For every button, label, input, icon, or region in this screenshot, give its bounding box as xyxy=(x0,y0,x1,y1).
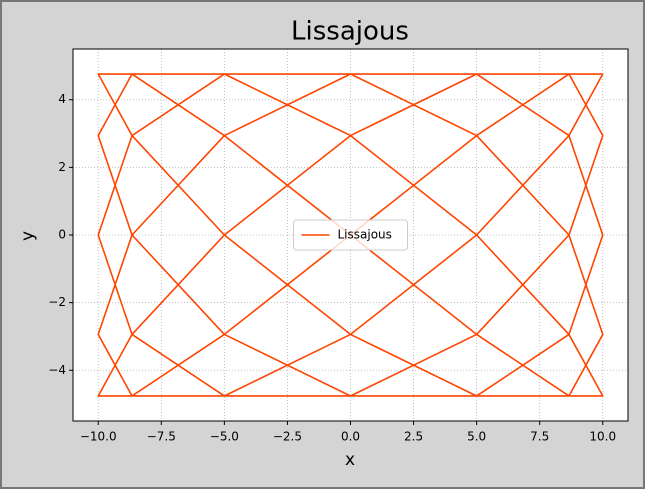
x-tick-label: 0.0 xyxy=(341,430,360,444)
legend: Lissajous xyxy=(293,219,408,251)
x-tick-label: 7.5 xyxy=(530,430,549,444)
x-tick-label: 5.0 xyxy=(467,430,486,444)
y-tick-label: −4 xyxy=(48,363,66,377)
x-tick-label: −2.5 xyxy=(273,430,302,444)
x-tick-label: 2.5 xyxy=(404,430,423,444)
chart-title: Lissajous xyxy=(291,17,409,47)
y-tick-label: −2 xyxy=(48,295,66,309)
legend-label: Lissajous xyxy=(338,228,392,242)
x-tick-label: −10.0 xyxy=(80,430,117,444)
y-tick-label: 4 xyxy=(58,92,66,106)
legend-box xyxy=(293,219,408,251)
x-tick-label: −7.5 xyxy=(147,430,176,444)
y-axis-label: y xyxy=(18,231,38,241)
x-tick-label: −5.0 xyxy=(210,430,239,444)
y-tick-label: 0 xyxy=(58,228,66,242)
y-tick-label: 2 xyxy=(58,160,66,174)
x-tick-label: 10.0 xyxy=(589,430,616,444)
axes-border xyxy=(72,48,629,422)
x-axis-label: x xyxy=(345,450,355,470)
